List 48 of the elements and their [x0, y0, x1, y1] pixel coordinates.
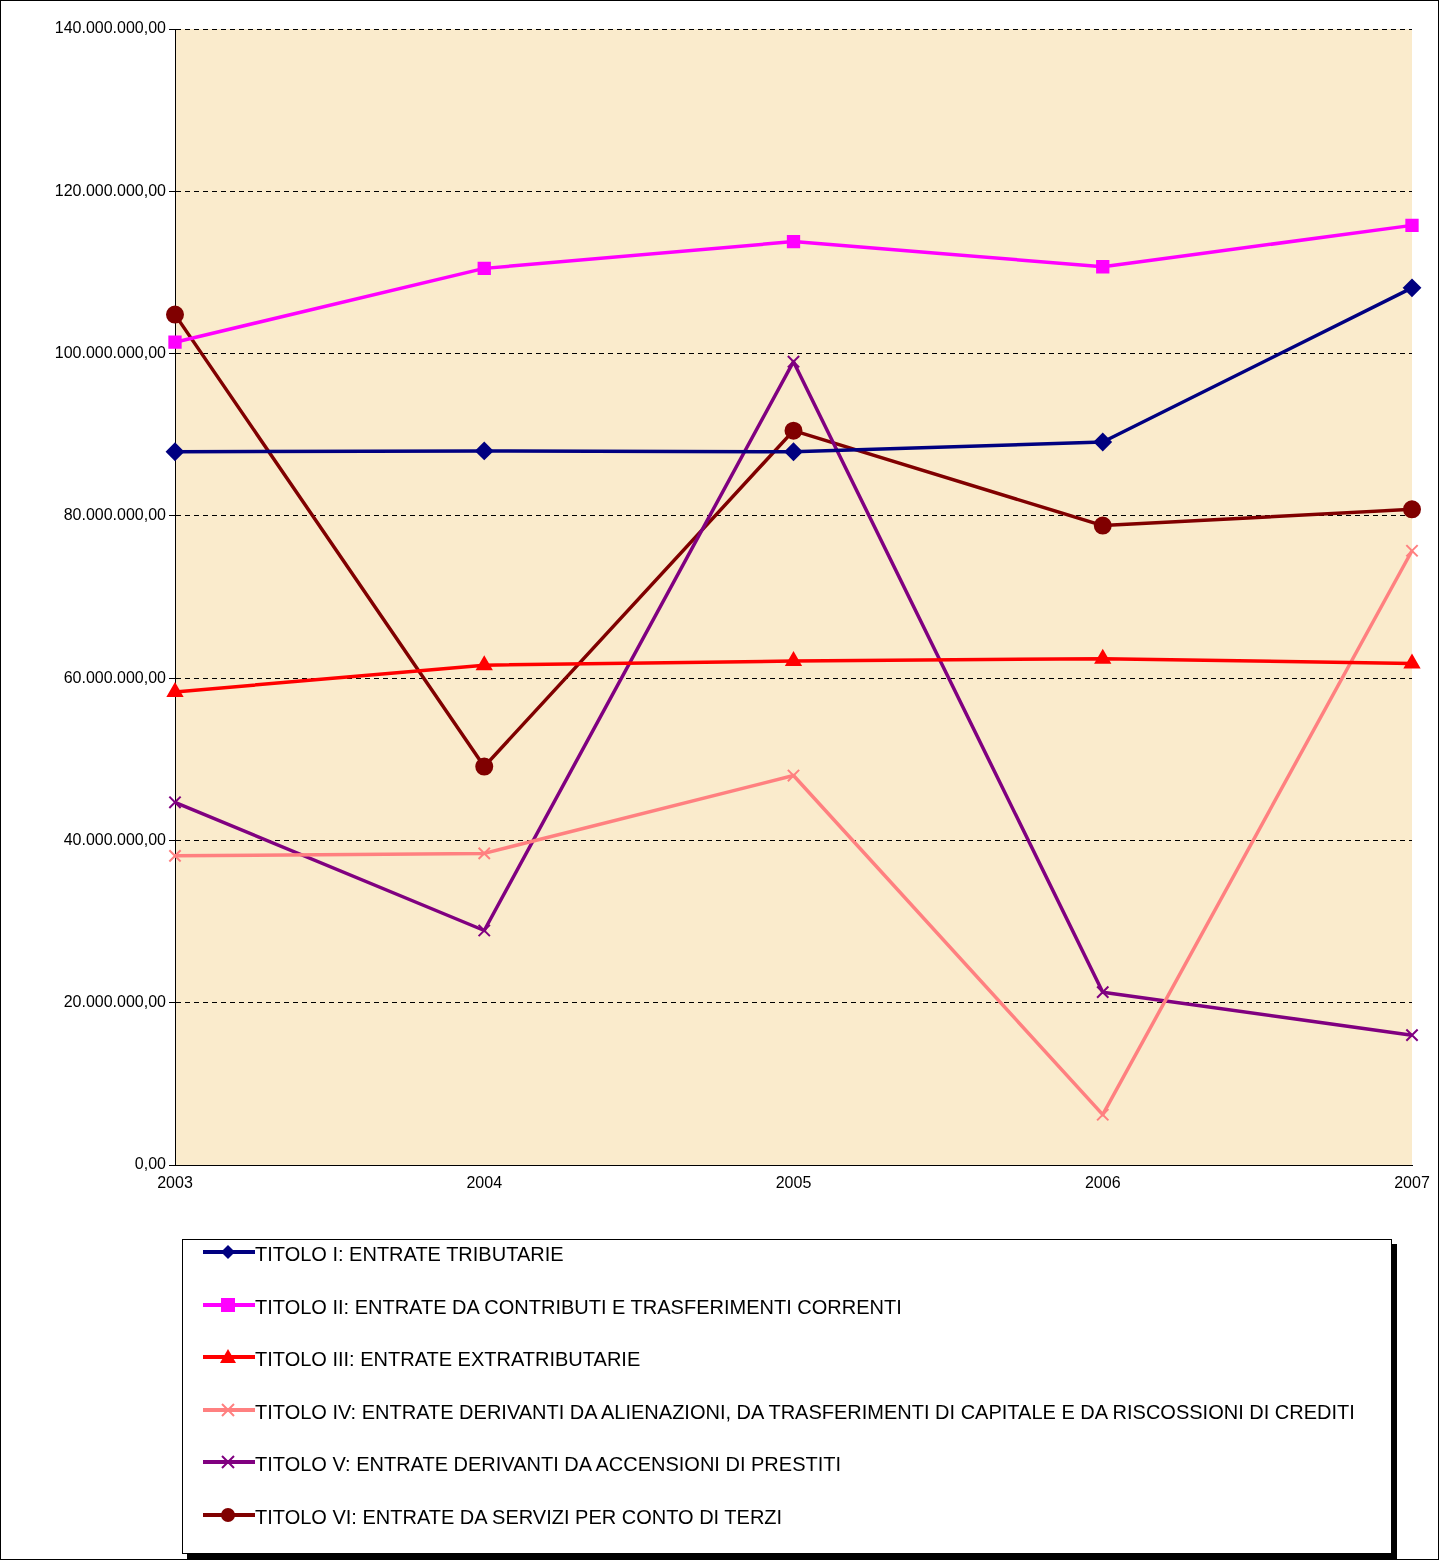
- point: [477, 261, 491, 276]
- point: [785, 652, 802, 667]
- point: [786, 355, 801, 369]
- point: [476, 656, 493, 671]
- point: [168, 335, 182, 349]
- y-tick-label: 80.000.000,00: [63, 506, 167, 524]
- point: [784, 421, 803, 440]
- legend-label: TITOLO III: ENTRATE EXTRATRIBUTARIE: [255, 1347, 641, 1371]
- x-tick-label: 2003: [157, 1174, 193, 1192]
- point: [1405, 1028, 1419, 1042]
- point: [477, 846, 491, 861]
- point: [1093, 516, 1112, 535]
- x-tick-label: 2004: [466, 1174, 503, 1192]
- point: [1405, 544, 1419, 558]
- x-tick-label: 2005: [775, 1174, 812, 1192]
- point: [1093, 433, 1112, 452]
- x-tick-label: 2006: [1084, 1174, 1121, 1192]
- point: [168, 795, 182, 809]
- point: [1094, 649, 1111, 664]
- legend-label: TITOLO IV: ENTRATE DERIVANTI DA ALIENAZIONI, DA TRASFERIMENTI DI CAPITALE E DA RISCOSSIONI DI CREDITI: [255, 1399, 1355, 1424]
- y-tick-label: 140.000.000,00: [54, 19, 167, 37]
- point: [1405, 218, 1419, 233]
- y-tick-label: 100.000.000,00: [54, 343, 167, 361]
- point: [1096, 260, 1110, 274]
- y-tick-label: 60.000.000,00: [63, 668, 167, 686]
- point: [1096, 1108, 1110, 1122]
- point: [1096, 985, 1110, 999]
- point: [1403, 500, 1421, 519]
- legend-label: TITOLO V: ENTRATE DERIVANTI DA ACCENSIONI DI PRESTITI: [255, 1452, 842, 1476]
- point: [784, 442, 803, 461]
- legend-label: TITOLO II: ENTRATE DA CONTRIBUTI E TRASFERIMENTI CORRENTI: [255, 1294, 902, 1319]
- point: [475, 757, 494, 776]
- point: [168, 849, 182, 863]
- y-tick-label: 120.000.000,00: [54, 181, 167, 199]
- point: [1404, 654, 1420, 669]
- point: [166, 305, 184, 324]
- y-tick-label: 20.000.000,00: [63, 993, 167, 1011]
- point: [166, 442, 184, 461]
- point: [786, 234, 801, 249]
- y-tick-label: 0,00: [134, 1155, 167, 1173]
- legend-label: TITOLO VI: ENTRATE DA SERVIZI PER CONTO DI TERZI: [255, 1504, 783, 1529]
- point: [1403, 278, 1421, 297]
- x-tick-label: 2007: [1394, 1174, 1430, 1192]
- legend-label: TITOLO I: ENTRATE TRIBUTARIE: [255, 1242, 564, 1266]
- y-tick-label: 40.000.000,00: [63, 830, 167, 848]
- point: [477, 923, 491, 938]
- point: [786, 768, 801, 783]
- point: [475, 441, 494, 460]
